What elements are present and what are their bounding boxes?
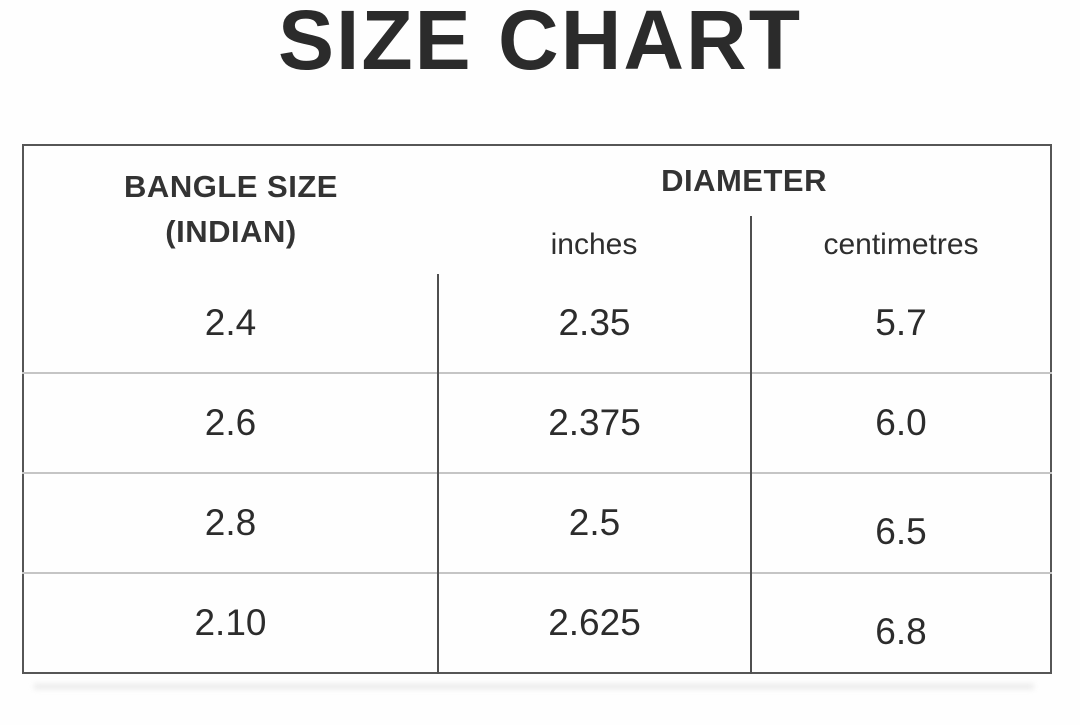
- cell-diameter-cm-value: 6.8: [875, 611, 927, 652]
- cell-diameter-cm: 6.5: [751, 472, 1052, 573]
- cell-diameter-inches: 2.35: [438, 274, 752, 373]
- page-title: SIZE CHART: [278, 0, 802, 87]
- cell-diameter-inches: 2.375: [438, 372, 752, 473]
- cell-diameter-cm-value: 6.5: [875, 511, 927, 552]
- table-row: 2.6 2.375 6.0: [23, 372, 1052, 473]
- header-row-group: BANGLE SIZE (INDIAN) DIAMETER: [23, 145, 1051, 249]
- column-header-bangle-size: BANGLE SIZE (INDIAN): [23, 145, 438, 274]
- table-row: 2.10 2.625 6.8: [23, 572, 1052, 673]
- cell-diameter-inches: 2.625: [438, 572, 752, 673]
- size-table: BANGLE SIZE (INDIAN) DIAMETER inches cen…: [22, 144, 1053, 674]
- scan-shadow: [34, 684, 1034, 689]
- cell-diameter-cm: 6.0: [751, 372, 1052, 473]
- cell-indian-size: 2.6: [23, 372, 439, 473]
- cell-diameter-cm: 5.7: [875, 302, 927, 343]
- column-header-inches: inches: [438, 216, 752, 274]
- cell-indian-size: 2.8: [23, 472, 439, 573]
- header-row-sub: inches centimetres: [23, 216, 1051, 274]
- cell-diameter-inches: 2.5: [438, 472, 752, 573]
- cell-diameter-cm: 6.8: [751, 572, 1052, 673]
- table-row: 2.8 2.5 6.5: [23, 472, 1052, 573]
- column-header-bangle-size-line1: BANGLE SIZE: [124, 169, 338, 205]
- cell-indian-size: 2.10: [23, 572, 439, 673]
- table-row: 2.4 2.35 5.7: [23, 274, 1051, 373]
- cell-indian-size: 2.4: [23, 274, 439, 373]
- column-header-bangle-size-line2: (INDIAN): [165, 214, 297, 249]
- column-header-centimetres: centimetres: [823, 228, 979, 261]
- column-header-diameter: DIAMETER: [661, 163, 827, 198]
